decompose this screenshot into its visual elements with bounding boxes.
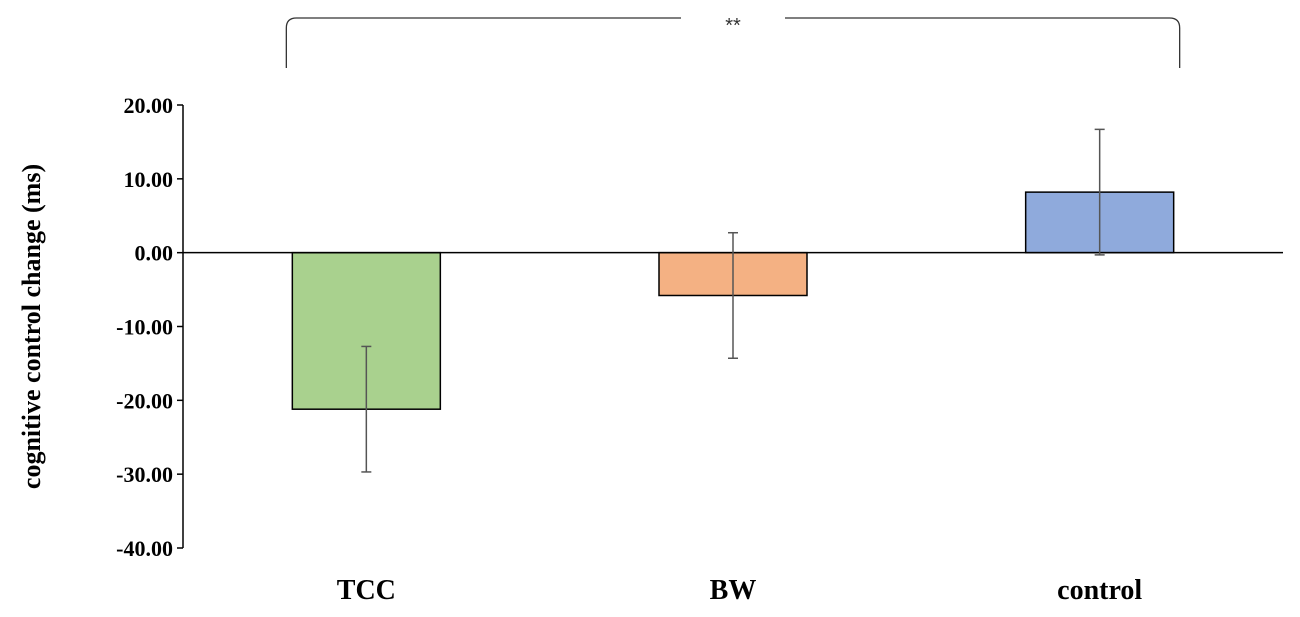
y-axis: 20.00 10.00 0.00 -10.00 -20.00 -30.00 -40.00 [116,93,184,561]
x-tick-label-bw: BW [710,575,757,606]
x-tick-label-tcc: TCC [337,575,396,606]
error-bar-control [1094,128,1105,256]
x-axis-labels: TCC BW control [337,575,1143,606]
error-bar-tcc [361,345,372,473]
x-tick-label-control: control [1057,575,1142,606]
y-tick-label: -20.00 [116,388,173,413]
y-tick-label: -40.00 [116,536,173,561]
error-bar-bw [728,231,738,359]
significance-bracket-line [285,17,1181,68]
error-bars [361,128,1105,473]
y-axis-title: cognitive control change (ms) [17,164,46,489]
y-tick-label: 0.00 [135,241,174,266]
y-tick-label: 20.00 [124,93,174,118]
y-tick-label: -10.00 [116,315,173,340]
y-tick-label: -30.00 [116,462,173,487]
significance-bracket: ** [285,15,1181,68]
y-tick-label: 10.00 [124,167,174,192]
significance-label: ** [725,15,741,37]
